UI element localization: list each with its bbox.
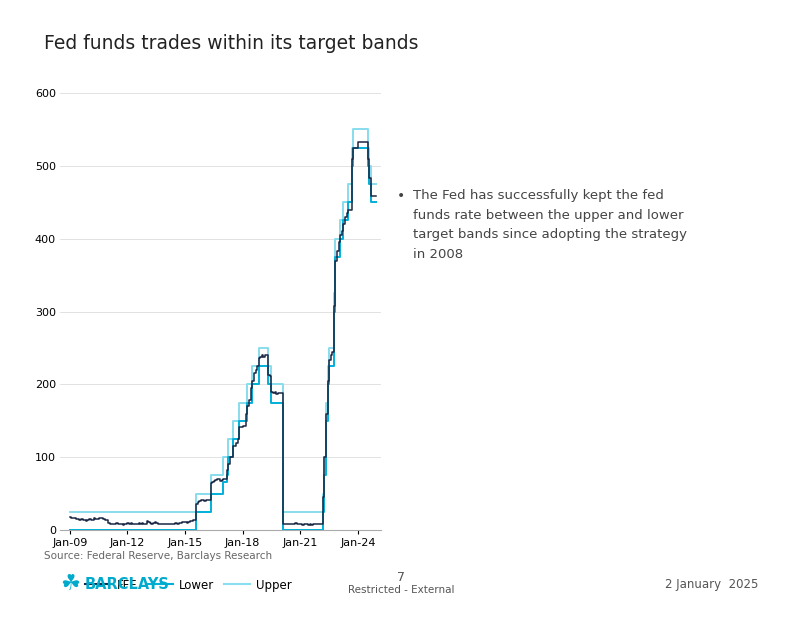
Legend: FFE, Lower, Upper: FFE, Lower, Upper xyxy=(81,574,296,596)
Text: FF bands (bp): FF bands (bp) xyxy=(153,64,268,79)
Text: Fed funds trades within its target bands: Fed funds trades within its target bands xyxy=(44,34,419,53)
Text: •: • xyxy=(397,189,405,203)
Text: BARCLAYS: BARCLAYS xyxy=(84,577,169,591)
Text: Source: Federal Reserve, Barclays Research: Source: Federal Reserve, Barclays Resear… xyxy=(44,551,272,560)
Text: 7: 7 xyxy=(397,572,405,584)
Text: 2 January  2025: 2 January 2025 xyxy=(665,578,758,590)
Text: Restricted - External: Restricted - External xyxy=(348,585,454,595)
Text: ☘: ☘ xyxy=(60,574,80,594)
Text: The Fed has successfully kept the fed
funds rate between the upper and lower
tar: The Fed has successfully kept the fed fu… xyxy=(413,189,687,260)
